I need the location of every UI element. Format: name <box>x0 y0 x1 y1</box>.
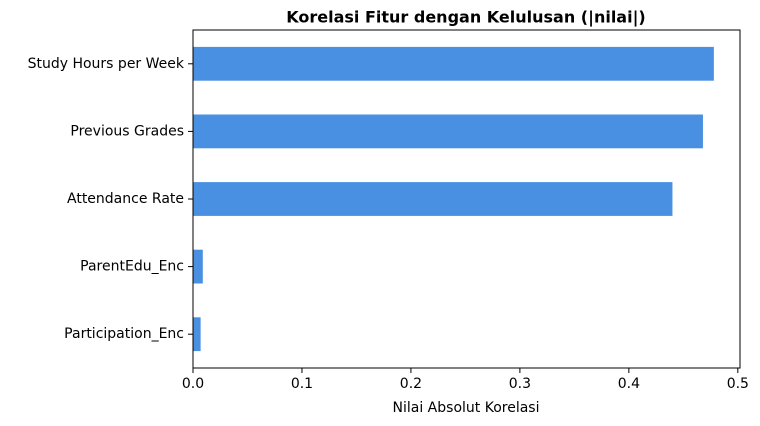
y-tick-label: Study Hours per Week <box>28 56 185 72</box>
bar <box>193 114 703 149</box>
y-tick-label: Attendance Rate <box>67 191 184 207</box>
chart-title: Korelasi Fitur dengan Kelulusan (|nilai|… <box>286 8 645 28</box>
bar <box>193 249 203 284</box>
plot-frame <box>192 29 741 369</box>
x-tick-label: 0.3 <box>509 376 531 392</box>
x-axis-label: Nilai Absolut Korelasi <box>393 400 540 416</box>
y-tick-label: Previous Grades <box>70 123 184 139</box>
x-tick-label: 0.5 <box>727 376 749 392</box>
y-tick-label: Participation_Enc <box>64 326 184 342</box>
x-tick-label: 0.4 <box>618 376 640 392</box>
x-tick-label: 0.0 <box>182 376 204 392</box>
x-tick-label: 0.1 <box>291 376 313 392</box>
bar <box>193 182 673 216</box>
bar <box>193 317 201 352</box>
bar <box>193 46 714 81</box>
y-tick-label: ParentEdu_Enc <box>80 259 184 275</box>
x-tick-label: 0.2 <box>400 376 422 392</box>
